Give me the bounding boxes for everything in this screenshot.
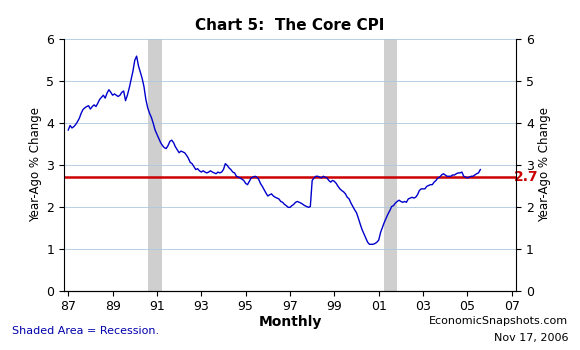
Bar	[384, 38, 397, 290]
Y-axis label: Year-Ago % Change: Year-Ago % Change	[29, 107, 42, 222]
Text: 2.7: 2.7	[514, 170, 539, 184]
Text: Monthly: Monthly	[258, 315, 322, 329]
Y-axis label: Year-Ago % Change: Year-Ago % Change	[538, 107, 551, 222]
Text: Nov 17, 2006: Nov 17, 2006	[494, 333, 568, 343]
Title: Chart 5:  The Core CPI: Chart 5: The Core CPI	[195, 18, 385, 33]
Text: Shaded Area = Recession.: Shaded Area = Recession.	[12, 326, 159, 336]
Text: EconomicSnapshots.com: EconomicSnapshots.com	[429, 315, 568, 326]
Bar	[148, 38, 162, 290]
